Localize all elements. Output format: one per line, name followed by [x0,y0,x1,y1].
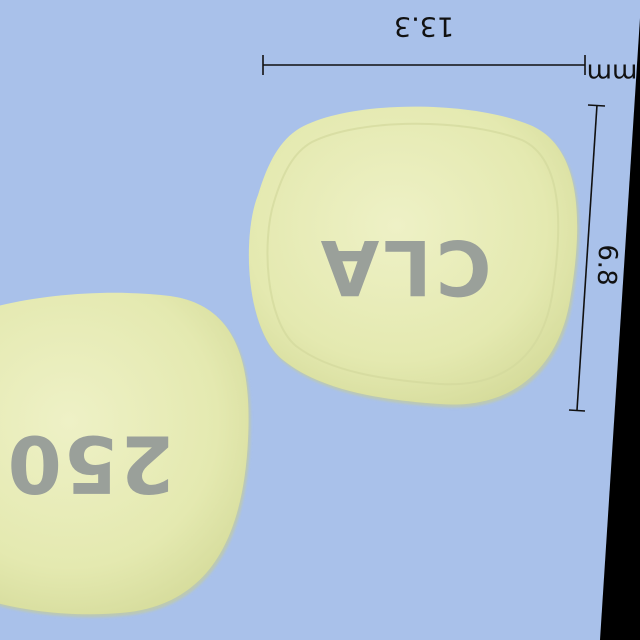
unit-label: mm [587,58,638,88]
width-label: 13.3 [394,11,454,42]
tablet-front: CLA [248,106,580,408]
width-ruler [262,55,586,75]
front-imprint: CLA [316,223,491,312]
tablet-back: 250 [0,292,251,618]
height-ruler [568,104,606,412]
back-imprint: 250 [6,418,175,508]
height-label: 6.8 [591,244,622,286]
